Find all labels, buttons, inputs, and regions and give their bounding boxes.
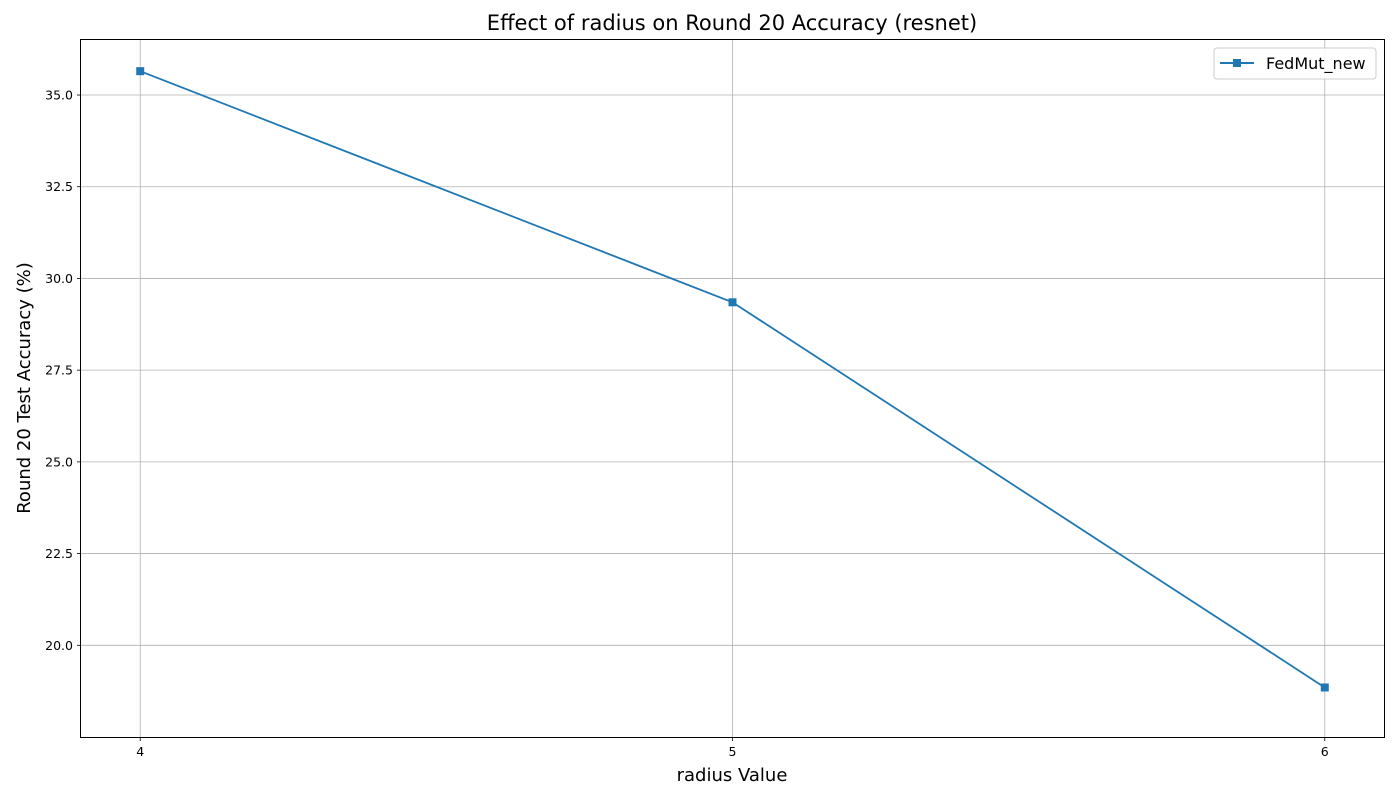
x-axis-label: radius Value <box>677 765 788 786</box>
y-axis-label: Round 20 Test Accuracy (%) <box>14 262 35 514</box>
y-tick-label: 35.0 <box>45 88 73 103</box>
grid-lines <box>81 40 1384 737</box>
y-tick-label: 25.0 <box>45 454 73 469</box>
legend-marker-square <box>1233 59 1241 67</box>
legend-box <box>1213 47 1377 80</box>
data-point-marker <box>1320 683 1329 692</box>
chart-title: Effect of radius on Round 20 Accuracy (r… <box>487 11 977 35</box>
series-layer <box>136 67 1329 692</box>
legend-label-fedmut-new: FedMut_new <box>1266 54 1366 74</box>
x-axis-ticks: 4 5 6 <box>136 737 1329 759</box>
y-tick-label: 32.5 <box>45 179 73 194</box>
data-point-marker <box>136 67 145 76</box>
legend: FedMut_new <box>1213 47 1377 80</box>
data-point-marker <box>728 298 737 307</box>
y-tick-label: 20.0 <box>45 638 73 653</box>
y-tick-label: 22.5 <box>45 546 73 561</box>
x-tick-label: 4 <box>136 744 144 759</box>
y-tick-label: 30.0 <box>45 271 73 286</box>
y-tick-label: 27.5 <box>45 363 73 378</box>
y-axis-ticks: 20.0 22.5 25.0 27.5 30.0 32.5 35.0 <box>45 88 81 653</box>
x-tick-label: 6 <box>1321 744 1329 759</box>
x-tick-label: 5 <box>729 744 737 759</box>
